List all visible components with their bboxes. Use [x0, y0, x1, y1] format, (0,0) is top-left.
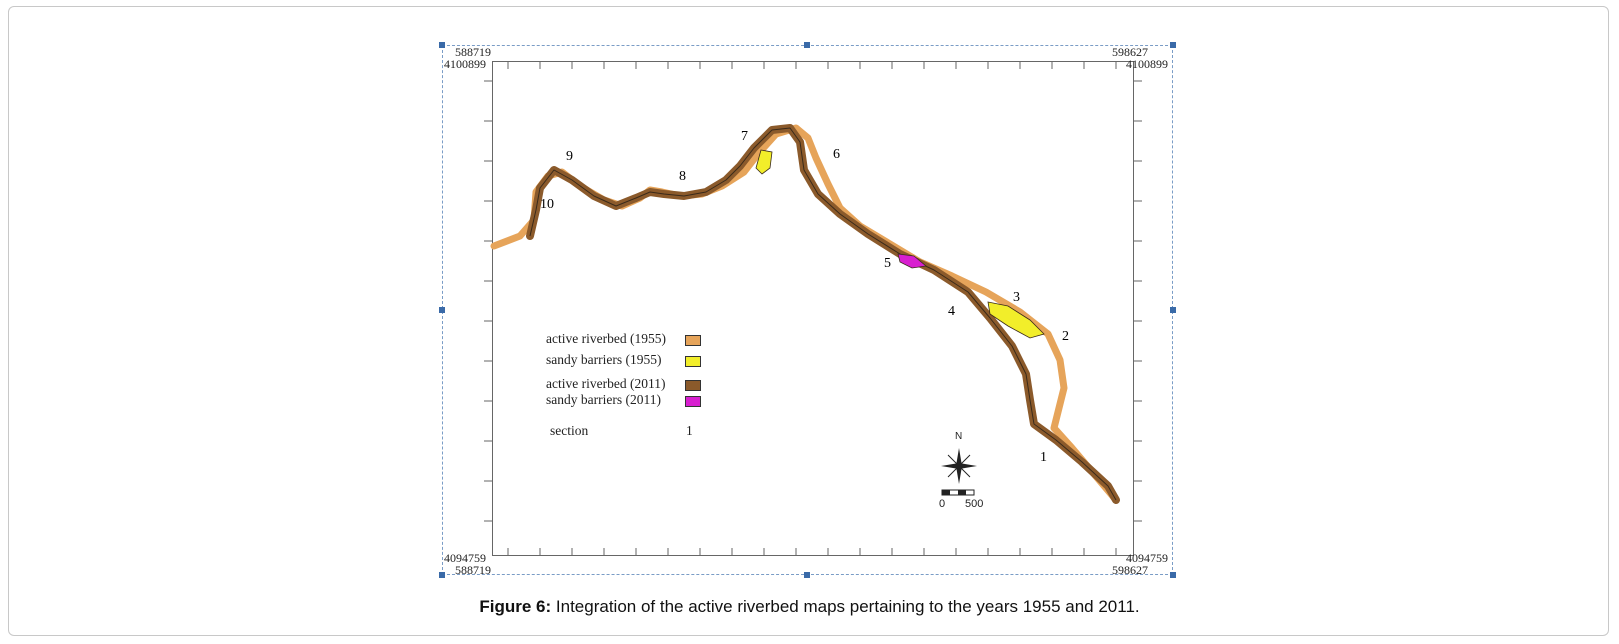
section-label-7: 7 — [741, 129, 748, 144]
sandy-barrier-1955-section-3 — [987, 301, 1045, 339]
legend-label-sandy-2011: sandy barriers (2011) — [546, 392, 661, 407]
legend-label-sandy-1955: sandy barriers (1955) — [546, 352, 662, 367]
legend-swatch-riverbed-2011 — [685, 380, 701, 391]
caption-text: Integration of the active riverbed maps … — [551, 597, 1140, 616]
section-label-1: 1 — [1040, 450, 1047, 465]
coord-bottom-right-x: 598627 — [1112, 563, 1148, 577]
resize-handle-middle-left[interactable] — [439, 307, 445, 313]
coord-top-right-y: 4100899 — [1126, 57, 1168, 71]
sandy-barrier-1955-section-7 — [755, 149, 773, 175]
section-labels: 1 2 3 4 5 6 7 8 9 10 — [540, 129, 1069, 465]
north-label: N — [955, 431, 963, 442]
section-label-8: 8 — [679, 169, 686, 184]
scale-bar — [941, 489, 975, 496]
coord-top-right-x: 598627 — [1112, 45, 1148, 59]
legend-swatch-riverbed-1955 — [685, 335, 701, 346]
frame-ticks — [484, 61, 1142, 556]
coord-bottom-left-y: 4094759 — [444, 551, 486, 565]
legend-swatch-sandy-1955 — [685, 356, 701, 367]
scale-min-label: 0 — [939, 498, 946, 510]
riverbed-2011-outline — [529, 127, 1117, 501]
sandy-barrier-2011-section-5 — [897, 253, 927, 269]
coord-top-left-y: 4100899 — [444, 57, 486, 71]
resize-handle-bottom-center[interactable] — [804, 572, 810, 578]
coord-top-left-x: 588719 — [455, 45, 491, 59]
legend-section-label: section — [550, 423, 589, 438]
resize-handle-bottom-left[interactable] — [439, 572, 445, 578]
legend-label-riverbed-1955: active riverbed (1955) — [546, 331, 666, 346]
resize-handle-top-right[interactable] — [1170, 42, 1176, 48]
section-label-2: 2 — [1062, 329, 1069, 344]
section-label-10: 10 — [540, 197, 554, 212]
caption-label: Figure 6: — [479, 597, 552, 616]
section-label-4: 4 — [948, 304, 955, 319]
compass-icon — [941, 448, 977, 484]
section-label-5: 5 — [884, 256, 891, 271]
scale-max-label: 500 — [965, 498, 984, 510]
resize-handle-top-left[interactable] — [439, 42, 445, 48]
figure-caption: Figure 6: Integration of the active rive… — [0, 597, 1619, 617]
riverbed-1955 — [490, 124, 1120, 504]
resize-handle-middle-right[interactable] — [1170, 307, 1176, 313]
legend-section-value: 1 — [686, 423, 693, 438]
coord-bottom-right-y: 4094759 — [1126, 551, 1168, 565]
resize-handle-bottom-right[interactable] — [1170, 572, 1176, 578]
section-label-9: 9 — [566, 149, 573, 164]
section-label-3: 3 — [1013, 290, 1020, 305]
legend-label-riverbed-2011: active riverbed (2011) — [546, 376, 666, 391]
riverbed-1955-channel — [490, 124, 1120, 504]
section-label-6: 6 — [833, 147, 840, 162]
coord-bottom-left-x: 588719 — [455, 563, 491, 577]
riverbed-2011 — [526, 124, 1120, 504]
resize-handle-top-center[interactable] — [804, 42, 810, 48]
legend-swatch-sandy-2011 — [685, 396, 701, 407]
